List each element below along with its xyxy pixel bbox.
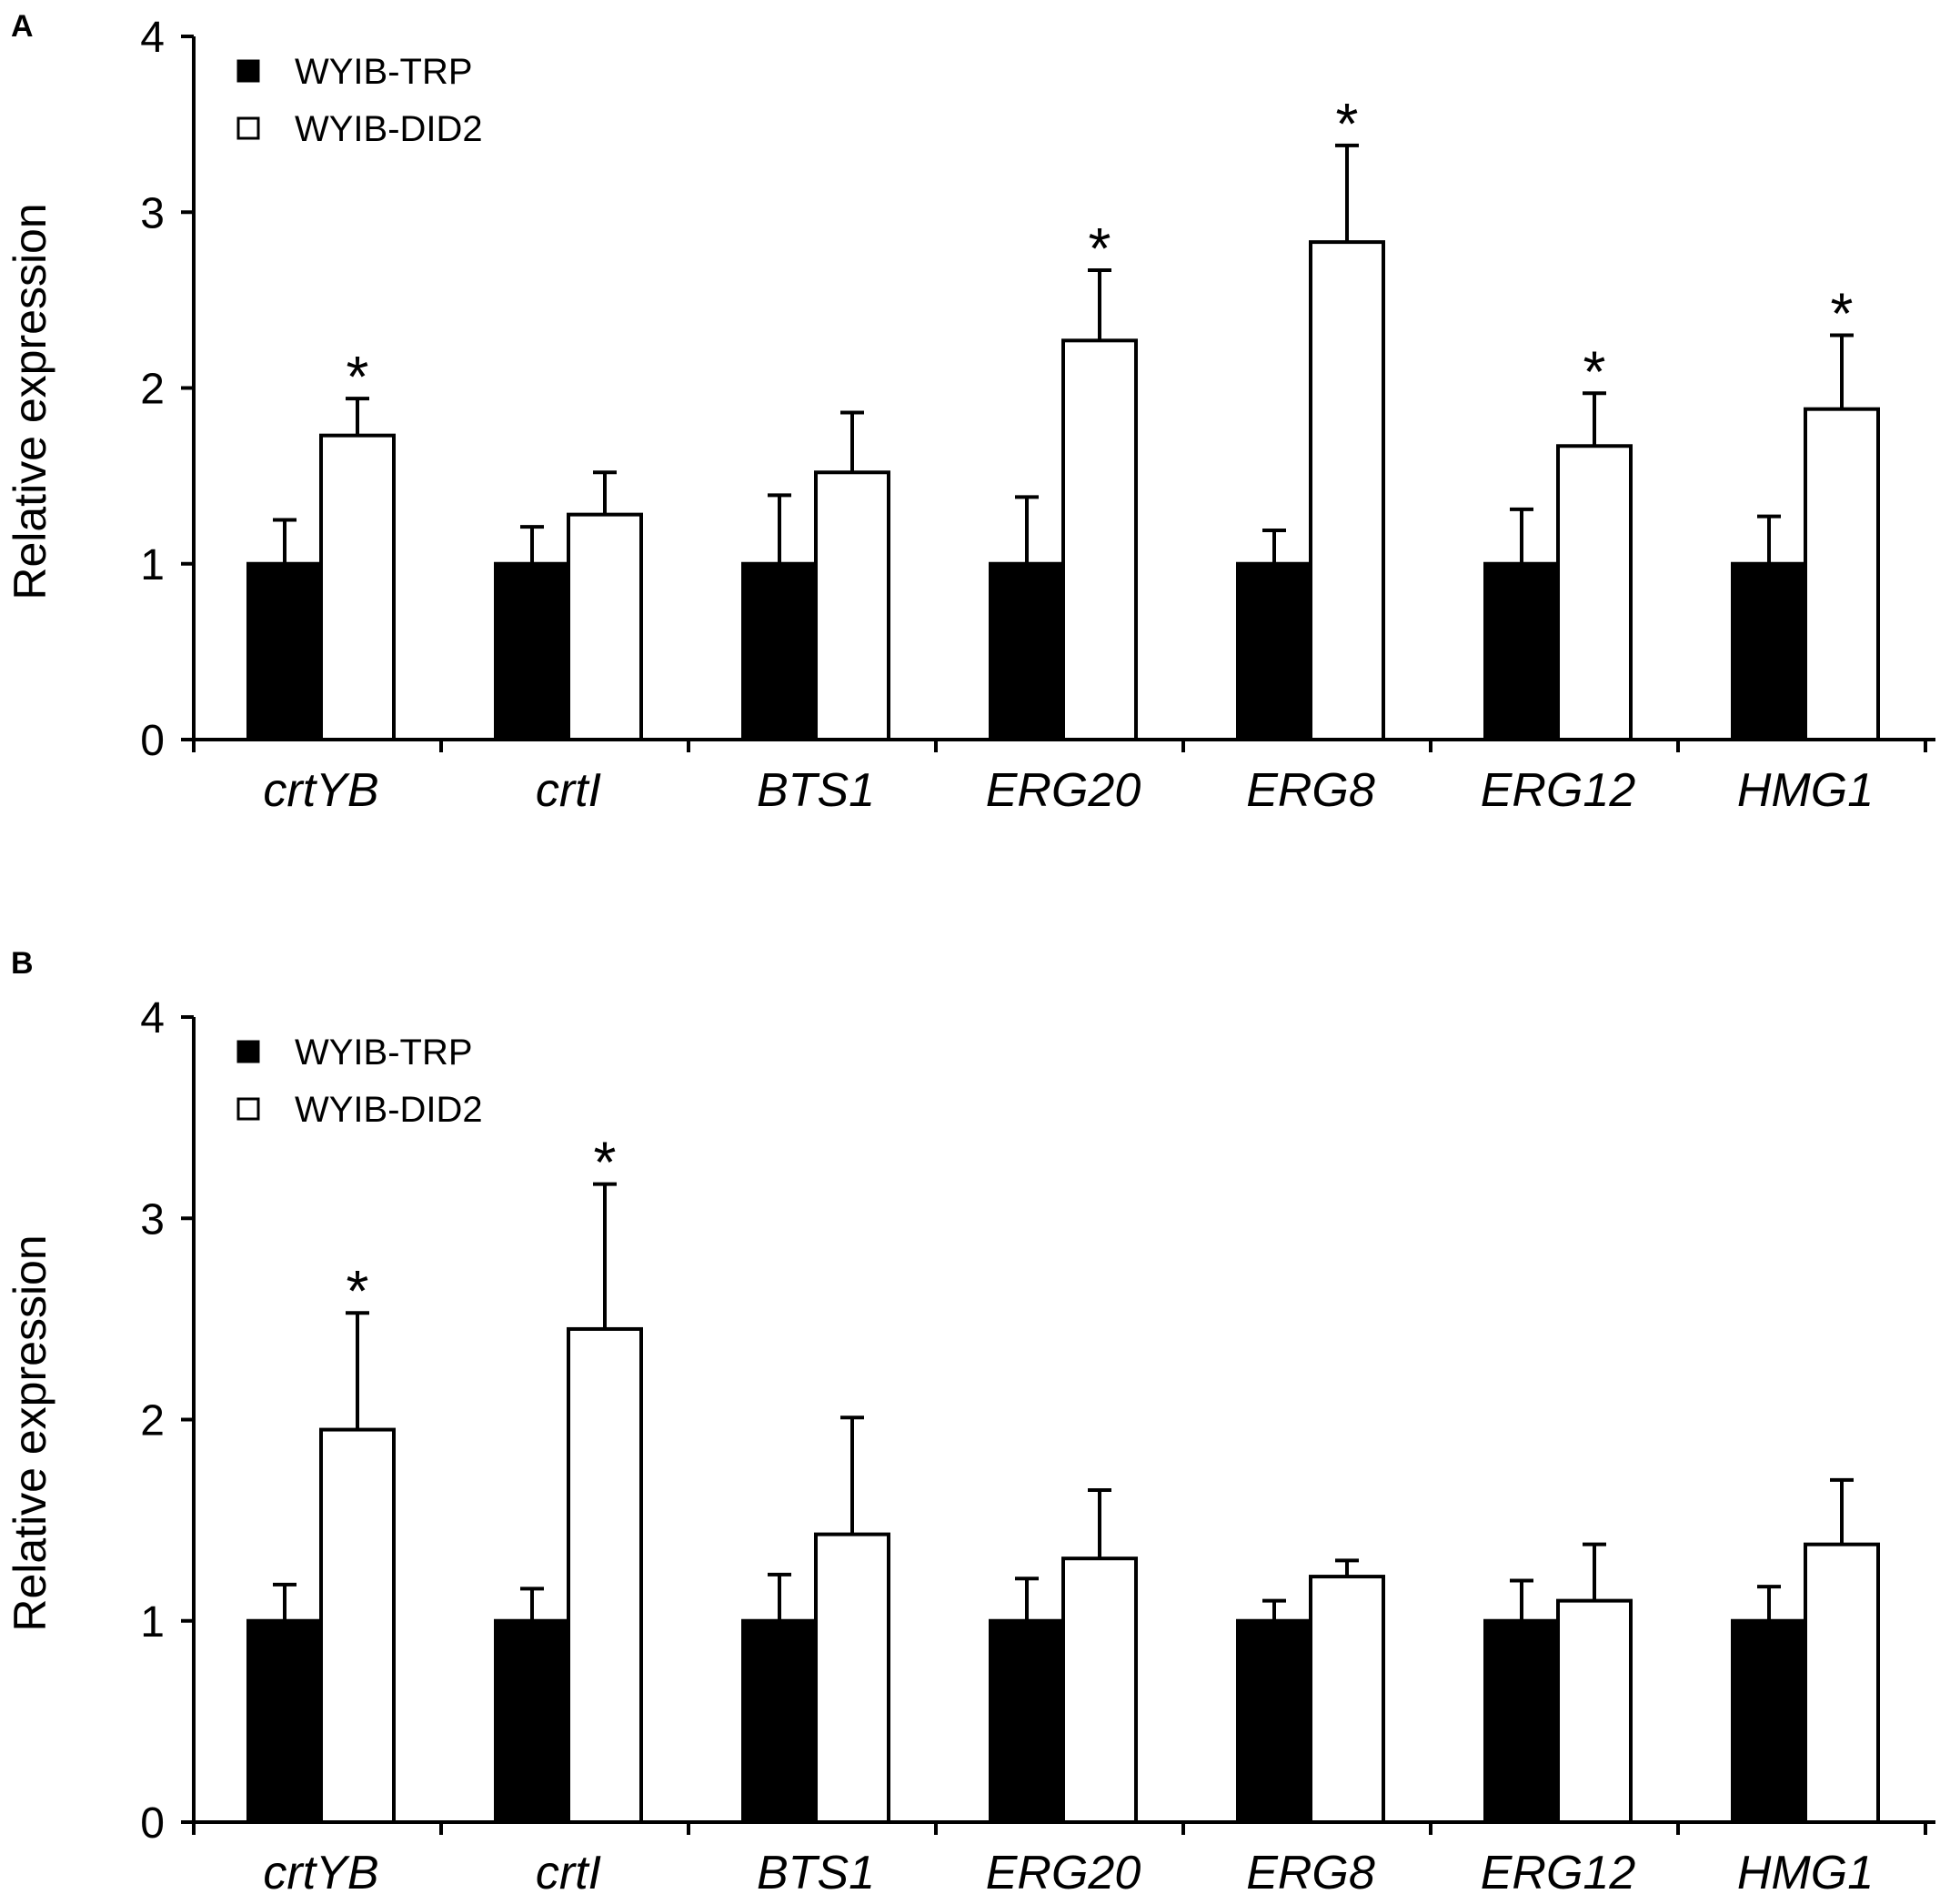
legend-label-wyib-did2: WYIB-DID2 [295, 1090, 483, 1130]
bar-wyib-trp-erg12 [1483, 561, 1560, 741]
bar-wyib-trp-erg8 [1236, 1618, 1312, 1824]
y-tick-label: 4 [140, 14, 165, 62]
bar-wyib-did2-crtyb [319, 433, 396, 741]
x-tick-label-hmg1: HMG1 [1737, 1847, 1874, 1899]
x-tick-label-bts1: BTS1 [757, 1847, 875, 1899]
significance-marker: * [1831, 281, 1854, 347]
bar-wyib-did2-erg8 [1309, 1575, 1385, 1824]
bar-wyib-trp-bts1 [741, 1618, 818, 1824]
significance-marker: * [1336, 91, 1359, 156]
bar-wyib-trp-erg20 [989, 1618, 1065, 1824]
y-tick-label: 4 [140, 994, 165, 1043]
panel-letter: A [11, 9, 34, 44]
significance-marker: * [1089, 216, 1111, 281]
x-tick-label-erg8: ERG8 [1246, 764, 1375, 817]
y-tick-label: 2 [140, 366, 165, 414]
bar-wyib-trp-crti [494, 561, 570, 741]
bar-wyib-did2-erg20 [1061, 338, 1138, 741]
x-tick-label-crtyb: crtYB [263, 764, 378, 817]
bar-wyib-did2-erg8 [1309, 240, 1385, 742]
significance-marker: * [594, 1130, 617, 1195]
bar-wyib-trp-crtyb [246, 1618, 323, 1824]
legend-swatch-wyib-did2 [236, 116, 260, 140]
bar-wyib-trp-erg8 [1236, 561, 1312, 741]
legend-label-wyib-did2: WYIB-DID2 [295, 109, 483, 149]
chart-panel-b: B 0 1 2 3 4 Relative expression * crtYB * crtI BTS1… [5, 946, 1935, 1899]
legend-swatch-wyib-did2 [236, 1097, 260, 1121]
panel-letter: B [11, 946, 34, 981]
bar-wyib-trp-crtyb [246, 561, 323, 741]
y-tick-label: 0 [140, 717, 165, 765]
x-tick-label-erg8: ERG8 [1246, 1847, 1375, 1899]
bar-wyib-trp-hmg1 [1731, 561, 1807, 741]
x-tick-label-erg20: ERG20 [986, 764, 1141, 817]
y-tick-label: 1 [140, 1598, 165, 1647]
y-tick-label: 3 [140, 189, 165, 237]
x-tick-label-erg12: ERG12 [1481, 764, 1636, 817]
bar-wyib-did2-bts1 [814, 1532, 890, 1825]
y-axis-title: Relative expression [5, 203, 55, 599]
y-tick-label: 0 [140, 1799, 165, 1848]
bar-wyib-did2-hmg1 [1804, 1542, 1880, 1825]
y-tick-label: 2 [140, 1397, 165, 1446]
x-tick-label-crti: crtI [536, 764, 601, 817]
bar-wyib-did2-crtyb [319, 1427, 396, 1824]
y-tick-label: 3 [140, 1195, 165, 1244]
legend-swatch-wyib-trp [236, 59, 260, 83]
x-tick-label-erg20: ERG20 [986, 1847, 1141, 1899]
bar-wyib-did2-erg12 [1556, 444, 1633, 741]
x-tick-label-bts1: BTS1 [757, 764, 875, 817]
legend-label-wyib-trp: WYIB-TRP [295, 1033, 473, 1073]
bar-wyib-trp-bts1 [741, 561, 818, 741]
significance-marker: * [347, 1258, 369, 1324]
bar-wyib-did2-crti [567, 512, 643, 742]
bar-wyib-trp-crti [494, 1618, 570, 1824]
x-tick-label-crti: crtI [536, 1847, 601, 1899]
significance-marker: * [1583, 338, 1606, 404]
bar-wyib-trp-hmg1 [1731, 1618, 1807, 1824]
legend-swatch-wyib-trp [236, 1040, 260, 1063]
x-tick-label-erg12: ERG12 [1481, 1847, 1636, 1899]
chart-panel-a: A 0 1 2 3 4 Relative expression * crtYB crtI BTS1 *… [5, 9, 1935, 817]
bar-wyib-trp-erg12 [1483, 1618, 1560, 1824]
legend-label-wyib-trp: WYIB-TRP [295, 52, 473, 92]
bar-wyib-trp-erg20 [989, 561, 1065, 741]
bar-wyib-did2-crti [567, 1326, 643, 1824]
y-axis-title: Relative expression [5, 1234, 55, 1631]
y-tick-label: 1 [140, 541, 165, 589]
bar-wyib-did2-erg12 [1556, 1598, 1633, 1824]
significance-marker: * [347, 344, 369, 409]
bar-wyib-did2-erg20 [1061, 1556, 1138, 1824]
bar-wyib-did2-hmg1 [1804, 407, 1880, 741]
x-tick-label-hmg1: HMG1 [1737, 764, 1874, 817]
x-tick-label-crtyb: crtYB [263, 1847, 378, 1899]
bar-wyib-did2-bts1 [814, 470, 890, 741]
